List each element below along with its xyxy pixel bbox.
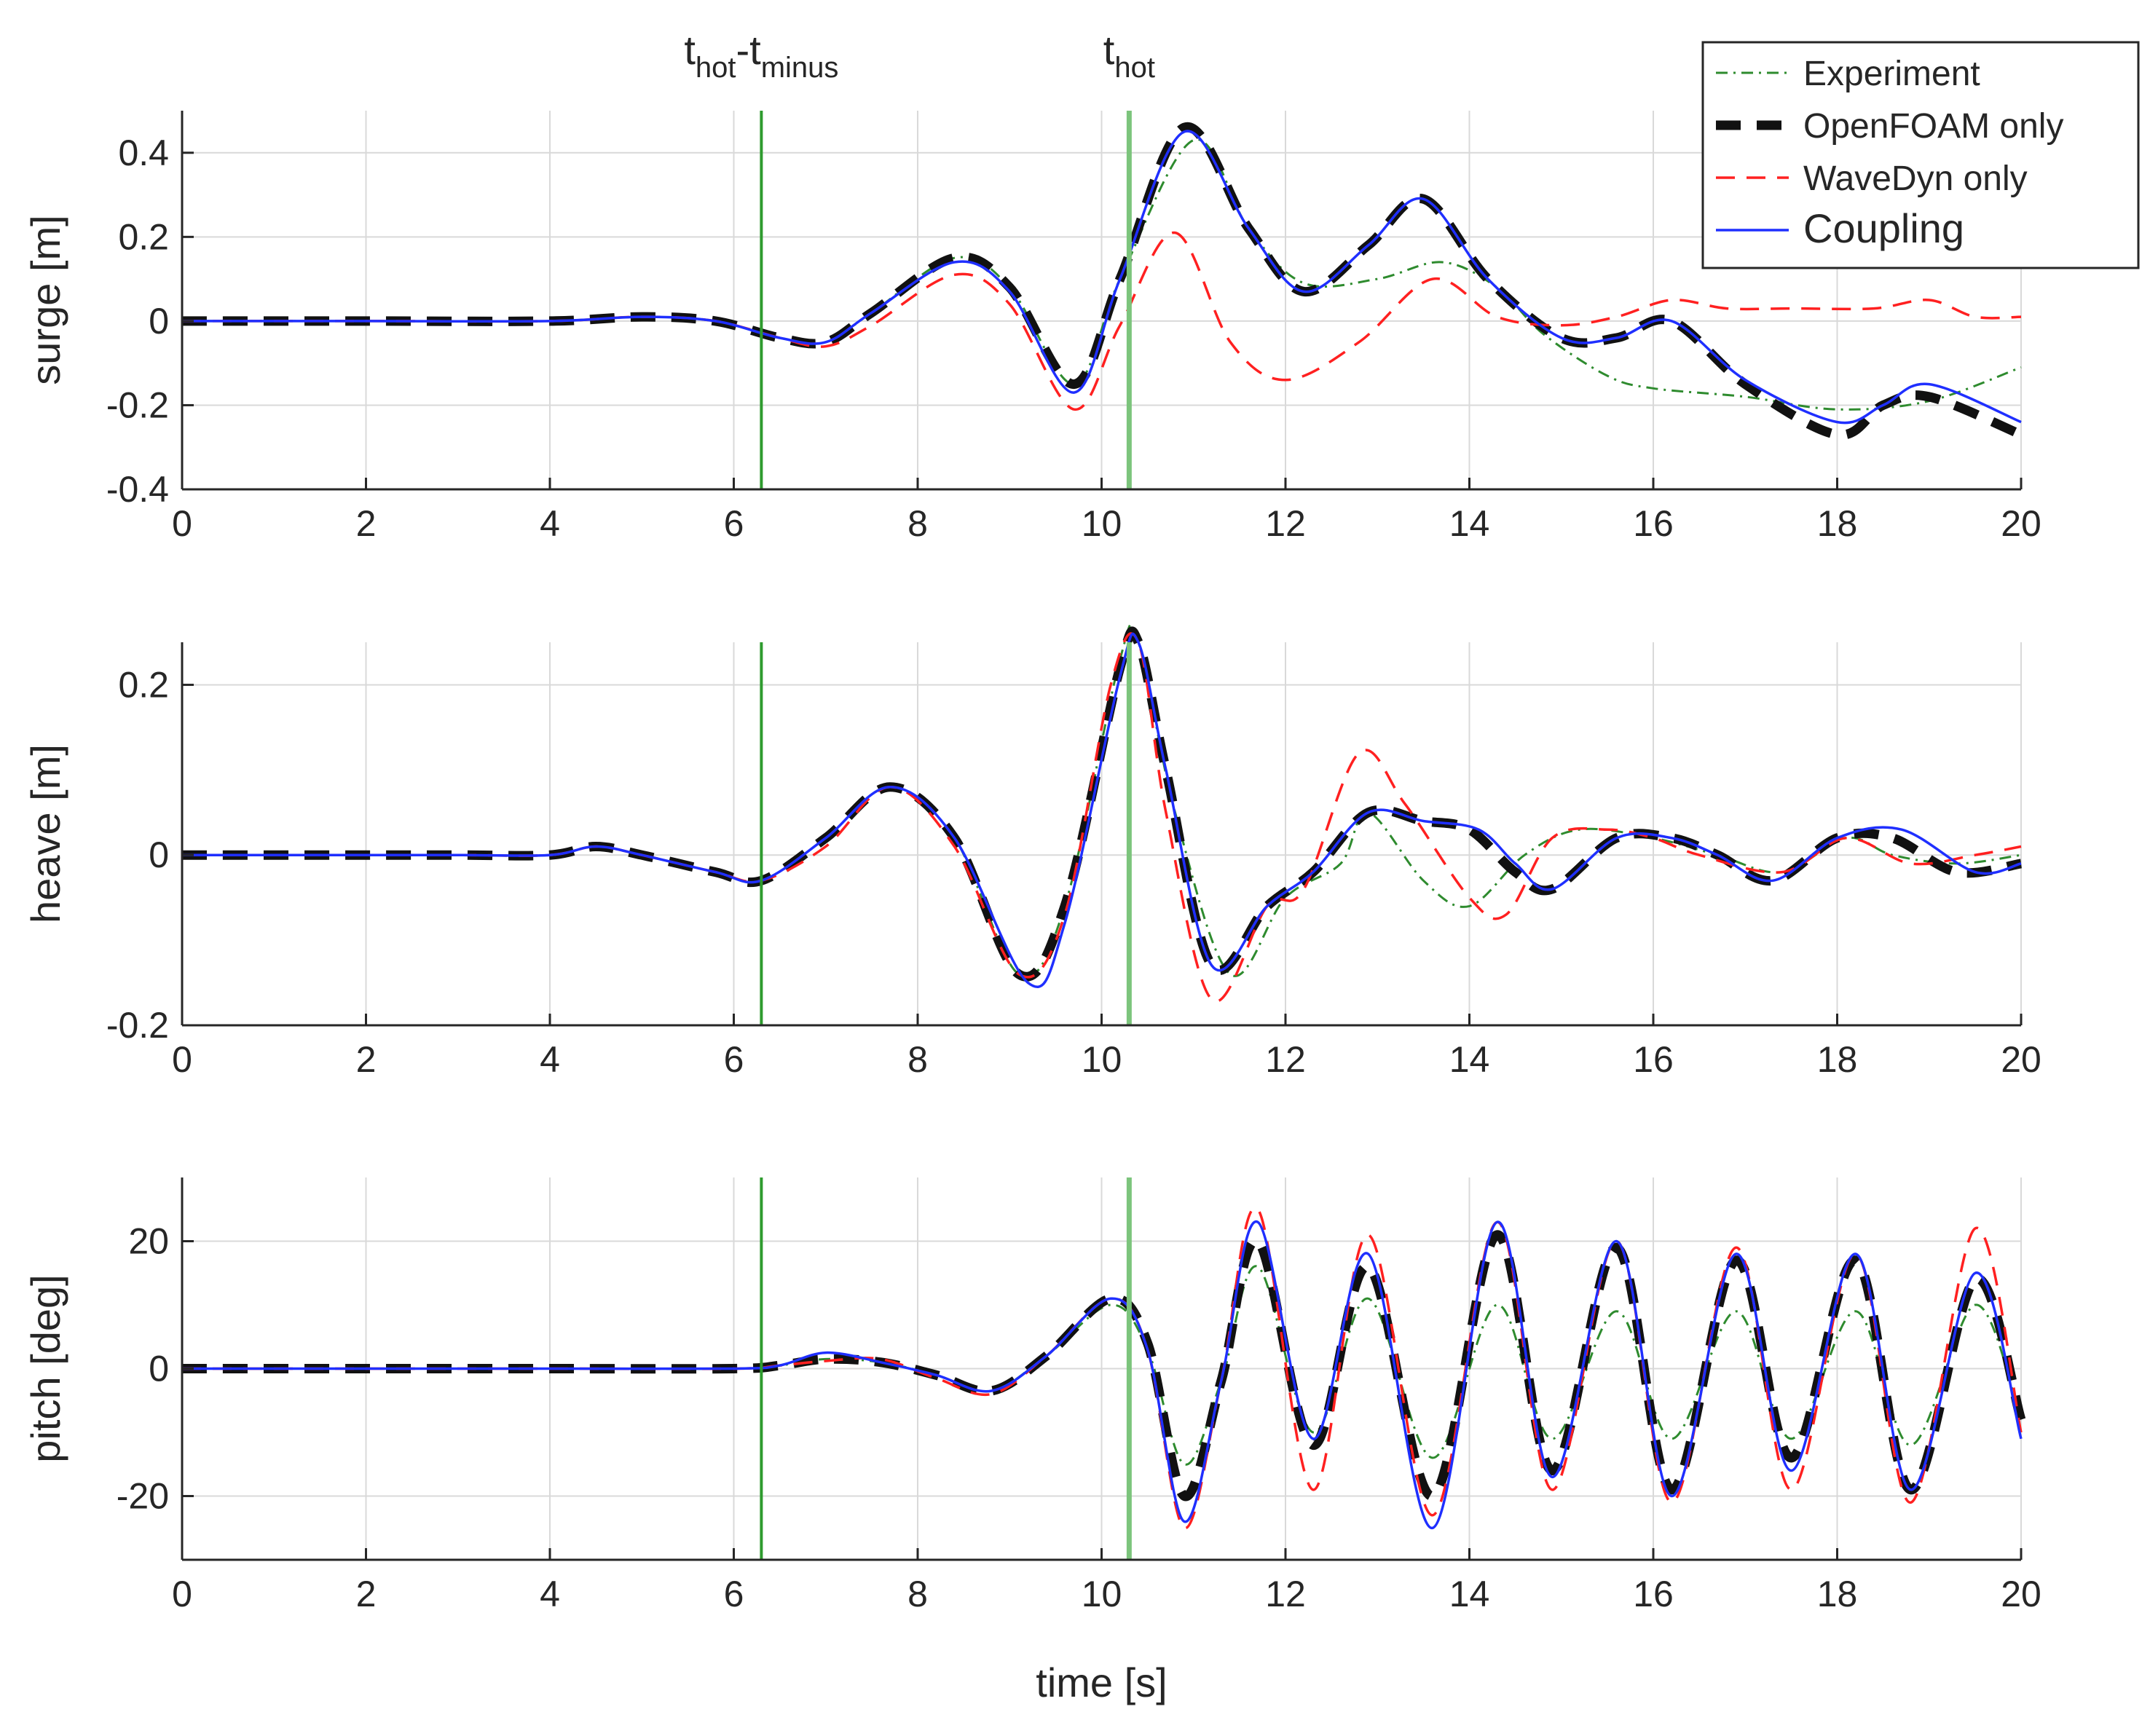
subplot-surge-y-tick-label: -0.2	[106, 384, 169, 425]
subplot-heave-x-tick-label: 6	[724, 1039, 744, 1080]
subplot-surge-x-tick-label: 8	[907, 503, 928, 544]
subplot-surge-x-tick-label: 4	[540, 503, 560, 544]
subplot-pitch-series-coupling	[182, 1220, 2023, 1530]
subplot-heave-x-tick-label: 14	[1449, 1039, 1490, 1080]
subplot-pitch-series-wavedyn	[182, 1206, 2023, 1530]
subplot-heave-series-coupling	[182, 632, 2022, 988]
subplot-pitch-x-tick-label: 12	[1265, 1574, 1306, 1614]
subplot-pitch-x-tick-label: 20	[2001, 1574, 2041, 1614]
subplot-pitch-x-tick-label: 18	[1817, 1574, 1858, 1614]
subplot-surge-x-tick-label: 20	[2001, 503, 2041, 544]
legend-label-1: OpenFOAM only	[1803, 107, 2063, 146]
subplot-heave-x-tick-label: 16	[1633, 1039, 1674, 1080]
subplot-surge-x-tick-label: 0	[172, 503, 192, 544]
legend-label-3: Coupling	[1803, 205, 1964, 251]
axes-layer	[181, 111, 2023, 1561]
subplot-pitch-x-tick-label: 0	[172, 1574, 192, 1614]
subplot-pitch-y-tick-label: 20	[128, 1221, 169, 1262]
subplot-heave-x-tick-label: 4	[540, 1039, 560, 1080]
marker-label-1: thot	[1103, 27, 1155, 84]
subplot-heave-x-tick-label: 20	[2001, 1039, 2041, 1080]
subplot-surge-x-tick-label: 2	[356, 503, 377, 544]
subplot-heave-y-tick-label: 0	[149, 835, 169, 875]
subplot-heave-x-tick-label: 10	[1082, 1039, 1122, 1080]
subplot-pitch-y-label: pitch [deg]	[23, 1274, 68, 1462]
subplot-surge-x-tick-label: 16	[1633, 503, 1674, 544]
subplot-surge-x-tick-label: 18	[1817, 503, 1858, 544]
subplot-heave-x-tick-label: 8	[907, 1039, 928, 1080]
subplot-pitch-y-tick-label: 0	[149, 1349, 169, 1389]
subplot-heave-x-tick-label: 0	[172, 1039, 192, 1080]
subplot-surge-x-tick-label: 12	[1265, 503, 1306, 544]
subplot-pitch-x-tick-label: 2	[356, 1574, 377, 1614]
subplot-pitch-x-tick-label: 16	[1633, 1574, 1674, 1614]
legend-label-0: Experiment	[1803, 55, 1980, 93]
subplot-heave-y-tick-label: 0.2	[118, 664, 169, 705]
subplot-surge-y-label: surge [m]	[23, 215, 68, 384]
subplot-heave-x-tick-label: 12	[1265, 1039, 1306, 1080]
legend-label-2: WaveDyn only	[1803, 159, 2028, 198]
subplot-heave-y-label: heave [m]	[23, 744, 68, 923]
subplot-pitch-x-tick-label: 8	[907, 1574, 928, 1614]
subplot-heave-series-wavedyn	[182, 632, 2022, 1003]
subplot-surge-y-tick-label: 0	[149, 301, 169, 342]
subplot-surge-x-tick-label: 14	[1449, 503, 1490, 544]
subplot-surge-x-tick-label: 10	[1082, 503, 1122, 544]
subplot-pitch-series-openfoam	[182, 1230, 2026, 1502]
subplot-pitch-x-tick-label: 14	[1449, 1574, 1490, 1614]
legend: Experiment OpenFOAM only WaveDyn only Coupl…	[1701, 41, 2140, 269]
subplot-surge-series-coupling	[182, 130, 2022, 425]
x-axis-label: time [s]	[1036, 1660, 1167, 1705]
subplot-pitch-x-tick-label: 10	[1082, 1574, 1122, 1614]
subplot-surge-x-tick-label: 6	[724, 503, 744, 544]
subplot-surge-y-tick-label: 0.2	[118, 216, 169, 257]
marker-label-0: thot-tminus	[684, 27, 838, 84]
series-layer	[182, 122, 2026, 1530]
subplot-heave-x-tick-label: 18	[1817, 1039, 1858, 1080]
subplot-pitch-x-tick-label: 4	[540, 1574, 560, 1614]
subplot-surge-y-tick-label: 0.4	[118, 133, 169, 173]
subplot-surge-y-tick-label: -0.4	[106, 469, 169, 510]
subplot-heave-y-tick-label: -0.2	[106, 1005, 169, 1046]
subplot-pitch-x-tick-label: 6	[724, 1574, 744, 1614]
subplot-pitch-y-tick-label: -20	[117, 1476, 169, 1517]
subplot-heave-x-tick-label: 2	[356, 1039, 377, 1080]
